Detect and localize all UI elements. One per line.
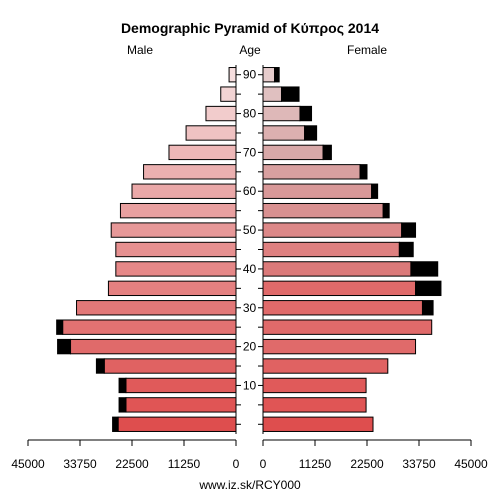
male-bar	[131, 183, 237, 199]
female-bar	[262, 377, 367, 394]
female-excess-bar	[299, 105, 313, 122]
female-excess-bar	[410, 261, 439, 277]
female-x-tick-label: 11250	[299, 457, 332, 471]
male-bar	[62, 319, 237, 335]
male-excess-bar	[57, 338, 72, 355]
age-tick-label: 10	[243, 378, 257, 392]
female-excess-bar	[359, 164, 368, 180]
male-x-tick-label: 22500	[115, 457, 149, 471]
male-bar	[107, 280, 237, 297]
male-x-tick-label: 33750	[63, 457, 97, 471]
female-excess-bar	[401, 222, 417, 238]
female-bar	[262, 105, 301, 122]
female-bar	[262, 241, 400, 258]
male-bar	[185, 125, 237, 141]
age-tick-label: 70	[243, 145, 257, 159]
age-tick-label: 60	[243, 184, 257, 198]
bars-group	[56, 67, 442, 432]
male-bar	[168, 144, 237, 161]
female-bar	[262, 183, 373, 199]
female-excess-bar	[371, 183, 379, 199]
chart-title: Demographic Pyramid of Κύπρος 2014	[121, 20, 379, 36]
age-tick-label: 40	[243, 262, 257, 276]
male-bar	[115, 241, 237, 258]
male-excess-bar	[95, 358, 105, 374]
female-excess-bar	[304, 125, 318, 141]
male-bar	[76, 300, 237, 316]
female-excess-bar	[398, 241, 414, 258]
female-bar	[262, 358, 389, 374]
male-x-tick-label: 11250	[168, 457, 201, 471]
male-bar	[110, 222, 237, 238]
female-bar	[262, 86, 282, 102]
age-header: Age	[239, 43, 261, 57]
male-bar	[115, 261, 237, 277]
female-bar	[262, 164, 361, 180]
age-tick-label: 50	[243, 223, 257, 237]
source-footer: www.iz.sk/RCY000	[198, 478, 301, 492]
female-header: Female	[347, 43, 387, 57]
male-bar	[205, 105, 237, 122]
female-bar	[262, 222, 403, 238]
female-bar	[262, 67, 276, 83]
female-x-tick-label: 33750	[402, 457, 436, 471]
female-x-tick-label: 0	[260, 457, 267, 471]
male-bar	[228, 67, 237, 83]
female-bar	[262, 261, 412, 277]
female-bar	[262, 202, 384, 219]
axes-group: 10 20 30 40 50 60 70 80 90 45000 45000 33750 33750 22…	[11, 68, 488, 471]
female-bar	[262, 280, 417, 297]
age-tick-label: 90	[243, 68, 257, 82]
female-excess-bar	[415, 280, 442, 297]
male-x-tick-label: 45000	[11, 457, 45, 471]
male-bar	[220, 86, 237, 102]
male-excess-bar	[56, 319, 64, 335]
age-tick-label: 80	[243, 107, 257, 121]
female-x-tick-label: 22500	[350, 457, 384, 471]
female-excess-bar	[421, 300, 434, 316]
female-bar	[262, 397, 367, 413]
age-tick-label: 20	[243, 340, 257, 354]
male-bar	[119, 202, 237, 219]
male-excess-bar	[112, 416, 119, 432]
age-tick-label: 30	[243, 301, 257, 315]
female-bar	[262, 319, 433, 335]
female-excess-bar	[280, 86, 300, 102]
female-excess-bar	[322, 144, 332, 161]
male-bar	[103, 358, 237, 374]
male-bar	[125, 377, 237, 394]
male-excess-bar	[118, 377, 127, 394]
female-x-tick-label: 45000	[454, 457, 488, 471]
female-excess-bar	[382, 202, 390, 219]
male-excess-bar	[118, 397, 127, 413]
female-bar	[262, 338, 417, 355]
male-bar	[70, 338, 237, 355]
male-bar	[143, 164, 237, 180]
female-bar	[262, 125, 306, 141]
male-x-tick-label: 0	[233, 457, 240, 471]
female-excess-bar	[274, 67, 280, 83]
male-header: Male	[127, 43, 153, 57]
female-bar	[262, 144, 324, 161]
male-bar	[117, 416, 237, 432]
female-bar	[262, 300, 423, 316]
male-bar	[125, 397, 237, 413]
female-bar	[262, 416, 374, 432]
